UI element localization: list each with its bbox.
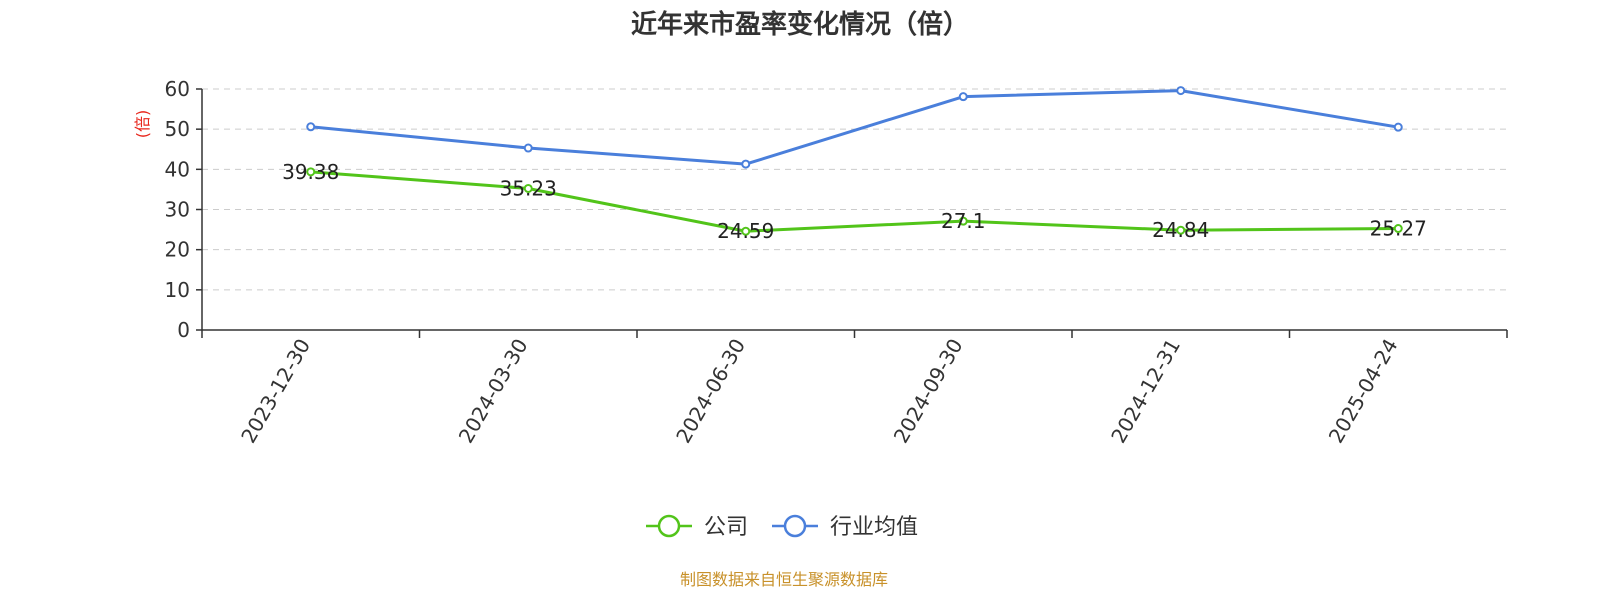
x-tick-label: 2024-12-31 bbox=[1106, 335, 1185, 448]
x-tick-label: 2023-12-30 bbox=[236, 335, 315, 448]
x-tick-label: 2024-06-30 bbox=[671, 335, 750, 448]
series-line-1 bbox=[310, 89, 1399, 166]
data-label: 35.23 bbox=[500, 176, 557, 200]
axes bbox=[201, 89, 1508, 338]
chart-title: 近年来市盈率变化情况（倍） bbox=[631, 9, 969, 40]
grid-lines bbox=[196, 88, 1507, 331]
x-tick-label: 2024-03-30 bbox=[454, 335, 533, 448]
legend-item-0[interactable]: 公司 bbox=[646, 514, 748, 540]
legend-marker bbox=[657, 514, 681, 538]
data-point bbox=[958, 216, 968, 226]
data-label: 27.1 bbox=[941, 209, 986, 233]
x-tick-label: 2024-09-30 bbox=[889, 335, 968, 448]
data-point bbox=[523, 143, 533, 153]
legend-item-1[interactable]: 行业均值 bbox=[772, 514, 918, 540]
data-point bbox=[741, 159, 751, 169]
data-point bbox=[306, 122, 316, 132]
x-tick-labels: 2023-12-30 2024-03-30 2024-06-30 2024-09-30… bbox=[236, 335, 1402, 448]
series-lines bbox=[306, 86, 1403, 236]
data-label: 24.59 bbox=[717, 219, 774, 243]
legend-label: 行业均值 bbox=[830, 515, 918, 540]
data-point bbox=[306, 167, 316, 177]
y-axis-label: (倍) bbox=[133, 110, 152, 139]
data-point bbox=[1176, 225, 1186, 235]
data-label: 39.38 bbox=[282, 160, 339, 184]
data-point bbox=[741, 226, 751, 236]
y-tick-label: 0 bbox=[177, 318, 190, 342]
x-tick-label: 2025-04-24 bbox=[1324, 335, 1403, 448]
data-point bbox=[1176, 86, 1186, 96]
legend-label: 公司 bbox=[704, 515, 748, 540]
y-tick-label: 10 bbox=[165, 278, 190, 302]
y-tick-label: 20 bbox=[165, 238, 190, 262]
data-point bbox=[1393, 122, 1403, 132]
series-line-0 bbox=[310, 170, 1399, 233]
data-label: 25.27 bbox=[1370, 216, 1427, 240]
data-point bbox=[1393, 223, 1403, 233]
y-tick-label: 40 bbox=[165, 157, 190, 181]
legend[interactable]: 公司 行业均值 bbox=[646, 514, 918, 540]
legend-marker bbox=[783, 514, 807, 538]
y-tick-labels: 0 10 20 30 40 50 60 bbox=[165, 77, 190, 342]
data-point bbox=[958, 92, 968, 102]
y-tick-label: 30 bbox=[165, 198, 190, 222]
y-tick-label: 60 bbox=[165, 77, 190, 101]
source-note: 制图数据来自恒生聚源数据库 bbox=[680, 570, 888, 589]
data-labels: 39.38 35.23 24.59 27.1 24.84 25.27 bbox=[282, 160, 1427, 243]
y-tick-label: 50 bbox=[165, 117, 190, 141]
data-point bbox=[523, 183, 533, 193]
data-label: 24.84 bbox=[1152, 218, 1209, 242]
